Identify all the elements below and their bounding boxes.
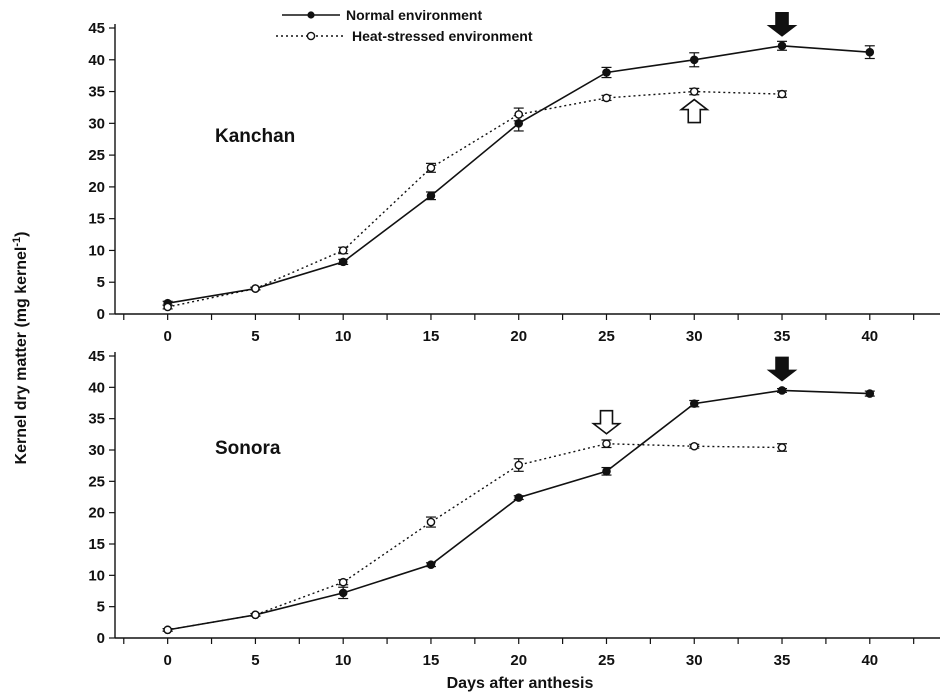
data-point-heat bbox=[426, 163, 436, 173]
x-tick-label: 10 bbox=[335, 652, 352, 669]
x-tick-label: 20 bbox=[510, 652, 527, 669]
x-tick-label: 40 bbox=[861, 328, 878, 345]
legend-marker-normal bbox=[307, 11, 315, 19]
y-tick-label: 10 bbox=[88, 242, 105, 259]
y-axis-title: Kernel dry matter (mg kernel-1) bbox=[11, 232, 30, 465]
data-point-normal bbox=[602, 467, 611, 476]
x-tick-label: 30 bbox=[686, 328, 703, 345]
x-tick-label: 35 bbox=[774, 652, 791, 669]
y-tick-label: 35 bbox=[88, 84, 105, 101]
y-tick-label: 20 bbox=[88, 179, 105, 196]
x-tick-label: 25 bbox=[598, 328, 615, 345]
data-point-normal bbox=[689, 399, 699, 408]
series-line-heat bbox=[167, 90, 783, 308]
y-tick-label: 5 bbox=[97, 274, 105, 291]
data-point-heat bbox=[777, 89, 787, 99]
data-point-heat bbox=[426, 517, 436, 527]
x-axis-title: Days after anthesis bbox=[447, 675, 594, 692]
x-tick-label: 5 bbox=[251, 652, 259, 669]
panel-kanchan: 0 5 10 15 20 25 30 35 40 45 0 5 10 15 20 25 30 35 40 Kancha… bbox=[88, 11, 940, 345]
data-point-normal bbox=[514, 493, 524, 502]
data-point-normal bbox=[689, 55, 699, 65]
x-tick-label: 40 bbox=[861, 652, 878, 669]
data-point-normal bbox=[602, 68, 611, 77]
y-axis-title-main: Kernel dry matter (mg kernel bbox=[13, 247, 30, 465]
panel-sonora: 0 5 10 15 20 25 30 35 40 45 0 5 10 15 20 25 30 35 40 Sonora bbox=[88, 348, 940, 669]
y-tick-label: 10 bbox=[88, 567, 105, 584]
legend-label-normal: Normal environment bbox=[346, 7, 482, 23]
arrow-marker-filled bbox=[766, 356, 798, 382]
x-tick-label: 30 bbox=[686, 652, 703, 669]
data-point-heat bbox=[689, 441, 699, 451]
x-tick-label: 25 bbox=[598, 652, 615, 669]
data-point-normal bbox=[426, 560, 436, 569]
y-tick-label: 30 bbox=[88, 115, 105, 132]
data-point-normal bbox=[777, 41, 787, 51]
x-tick-label: 35 bbox=[774, 328, 791, 345]
data-point-heat bbox=[338, 577, 348, 587]
data-point-heat bbox=[602, 439, 611, 449]
y-tick-label: 15 bbox=[88, 211, 105, 228]
x-tick-label: 20 bbox=[510, 328, 527, 345]
data-point-heat bbox=[602, 93, 611, 103]
data-point-heat bbox=[163, 302, 172, 312]
data-point-heat bbox=[777, 443, 787, 452]
y-tick-label: 45 bbox=[88, 20, 105, 37]
y-tick-label: 5 bbox=[97, 599, 105, 616]
data-point-normal bbox=[426, 191, 436, 201]
series-line-heat bbox=[167, 443, 783, 631]
data-point-normal bbox=[338, 588, 348, 598]
data-point-normal bbox=[865, 47, 875, 57]
data-point-normal bbox=[865, 389, 875, 398]
x-tick-label: 0 bbox=[163, 328, 171, 345]
y-tick-label: 30 bbox=[88, 442, 105, 459]
arrow-marker-open bbox=[591, 409, 622, 435]
x-tick-label: 5 bbox=[251, 328, 259, 345]
y-tick-label: 15 bbox=[88, 536, 105, 553]
data-point-normal bbox=[777, 386, 787, 395]
data-point-heat bbox=[514, 110, 524, 119]
data-point-heat bbox=[338, 246, 348, 255]
y-tick-label: 0 bbox=[97, 630, 105, 647]
data-point-heat bbox=[163, 625, 172, 635]
data-point-heat bbox=[251, 284, 260, 293]
y-tick-label: 35 bbox=[88, 411, 105, 428]
data-point-heat bbox=[251, 610, 260, 620]
y-axis-title-superscript: -1 bbox=[11, 237, 23, 247]
y-tick-label: 45 bbox=[88, 348, 105, 365]
x-tick-label: 0 bbox=[163, 652, 171, 669]
series-line-normal bbox=[167, 44, 870, 304]
y-tick-label: 20 bbox=[88, 505, 105, 522]
y-tick-label: 0 bbox=[97, 306, 105, 323]
panel-label: Sonora bbox=[215, 438, 281, 459]
y-tick-label: 40 bbox=[88, 52, 105, 69]
panel-label: Kanchan bbox=[215, 126, 295, 147]
y-tick-label: 25 bbox=[88, 473, 105, 490]
x-tick-label: 15 bbox=[423, 328, 440, 345]
y-axis-title-tail: ) bbox=[13, 232, 30, 237]
y-tick-label: 40 bbox=[88, 379, 105, 396]
data-point-normal bbox=[338, 257, 348, 267]
x-tick-label: 10 bbox=[335, 328, 352, 345]
legend-marker-heat bbox=[306, 31, 316, 41]
data-point-heat bbox=[689, 87, 699, 96]
legend: Normal environment Heat-stressed environ… bbox=[276, 7, 533, 44]
legend-label-heat: Heat-stressed environment bbox=[352, 28, 533, 44]
data-point-heat bbox=[514, 460, 524, 470]
arrow-marker-filled bbox=[766, 11, 798, 37]
y-tick-label: 25 bbox=[88, 147, 105, 164]
x-tick-label: 15 bbox=[423, 652, 440, 669]
series-line-normal bbox=[167, 389, 870, 631]
arrow-marker-open bbox=[678, 98, 710, 124]
